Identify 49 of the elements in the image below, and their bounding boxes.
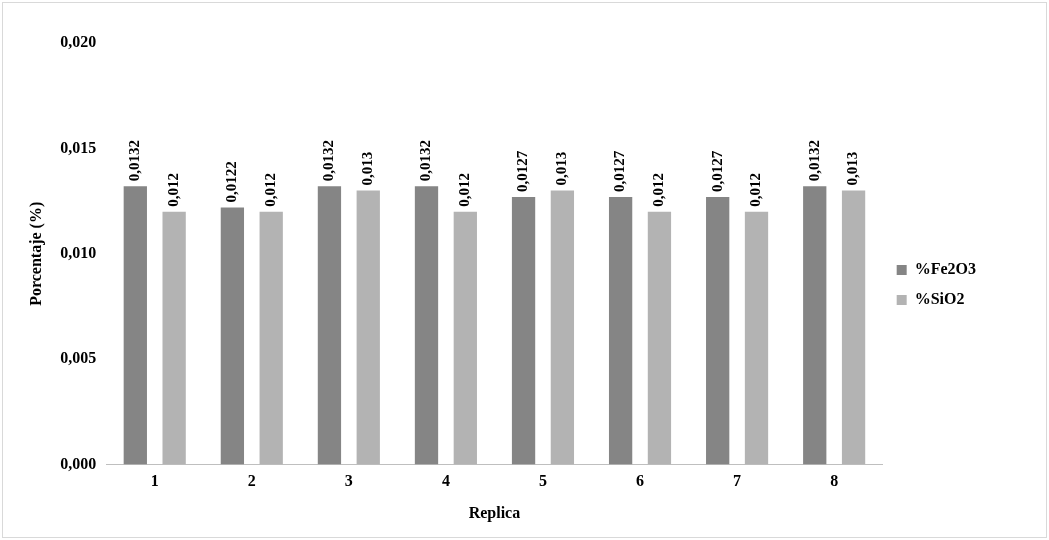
bar bbox=[706, 196, 730, 465]
y-tick-label: 0,010 bbox=[60, 243, 97, 261]
data-label: 0,012 bbox=[650, 172, 667, 207]
bar bbox=[123, 186, 147, 465]
x-tick-label: 7 bbox=[733, 472, 742, 490]
data-label: 0,012 bbox=[262, 172, 279, 207]
data-label: 0,0127 bbox=[514, 150, 531, 192]
y-tick-label: 0,015 bbox=[60, 138, 97, 156]
y-tick-label: 0,005 bbox=[60, 349, 97, 367]
bar bbox=[550, 190, 575, 465]
data-label: 0,0127 bbox=[708, 150, 725, 192]
x-tick-label: 4 bbox=[441, 472, 450, 490]
data-label: 0,0132 bbox=[417, 140, 434, 182]
bar bbox=[317, 186, 342, 465]
bar bbox=[162, 211, 186, 465]
x-tick-label: 8 bbox=[830, 472, 839, 490]
bar bbox=[647, 211, 672, 465]
x-tick-label: 6 bbox=[636, 472, 645, 490]
bar bbox=[453, 211, 477, 465]
y-tick-label: 0,000 bbox=[60, 454, 97, 472]
data-label: 0,0122 bbox=[223, 161, 240, 203]
x-axis-title: Replica bbox=[468, 503, 521, 522]
data-label: 0,0132 bbox=[805, 140, 822, 182]
data-label: 0,013 bbox=[553, 151, 570, 186]
data-label: 0,0132 bbox=[126, 140, 143, 182]
bar bbox=[511, 196, 536, 465]
bar bbox=[803, 186, 827, 465]
y-axis-title: Porcentaje (%) bbox=[26, 201, 45, 306]
x-tick-label: 5 bbox=[538, 472, 547, 490]
data-label: 0,0127 bbox=[611, 150, 628, 192]
bar bbox=[220, 207, 245, 465]
legend-label: %Fe2O3 bbox=[914, 260, 977, 278]
data-label: 0,013 bbox=[844, 151, 861, 186]
data-label: 0,012 bbox=[165, 172, 182, 207]
data-label: 0,013 bbox=[359, 151, 376, 186]
bar bbox=[259, 211, 283, 465]
bar bbox=[356, 190, 380, 465]
bar bbox=[608, 196, 633, 465]
data-label: 0,012 bbox=[456, 172, 473, 207]
bar bbox=[841, 190, 866, 465]
bar bbox=[744, 211, 769, 465]
legend-label: %SiO2 bbox=[914, 290, 965, 308]
x-tick-label: 3 bbox=[344, 472, 353, 490]
bar bbox=[414, 186, 439, 465]
x-tick-label: 1 bbox=[150, 472, 159, 490]
y-tick-label: 0,020 bbox=[60, 33, 97, 51]
data-label: 0,0132 bbox=[320, 140, 337, 182]
x-tick-label: 2 bbox=[247, 472, 256, 490]
data-label: 0,012 bbox=[747, 172, 764, 207]
